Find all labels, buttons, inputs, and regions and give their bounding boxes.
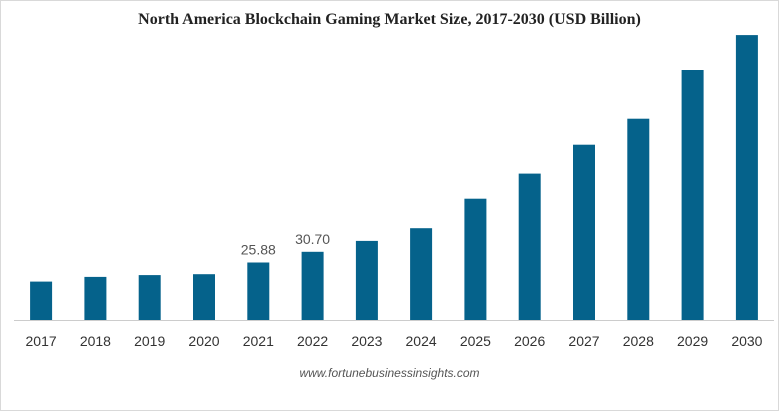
bar-2030 [735,35,758,320]
x-tick-label-2025: 2025 [460,333,491,349]
bar-2027 [573,144,595,320]
x-tick-label-2021: 2021 [243,333,274,349]
x-tick-label-2017: 2017 [26,333,57,349]
bar-2023 [355,240,378,320]
x-tick-label-2027: 2027 [568,333,599,349]
x-tick-label-2028: 2028 [623,333,654,349]
x-tick-label-2026: 2026 [514,333,545,349]
bar-2026 [518,173,541,320]
bar-2020 [193,274,215,320]
data-label-2021: 25.88 [241,242,276,258]
bar-2028 [627,118,650,320]
x-tick-label-2022: 2022 [297,333,328,349]
x-tick-label-2023: 2023 [351,333,382,349]
bar-2022 [301,251,324,320]
x-tick-label-2024: 2024 [406,333,437,349]
x-tick-label-2029: 2029 [677,333,708,349]
data-label-2022: 30.70 [295,231,330,247]
bar-2017 [30,281,53,320]
bar-2024 [410,228,433,320]
bar-2019 [138,275,161,320]
bar-2018 [84,276,107,320]
x-tick-label-2019: 2019 [134,333,165,349]
x-tick-label-2020: 2020 [188,333,219,349]
bar-2029 [681,70,704,320]
chart-title: North America Blockchain Gaming Market S… [138,11,641,28]
bar-2025 [464,198,487,320]
source-label: www.fortunebusinessinsights.com [299,366,480,380]
bar-2021 [247,262,270,320]
x-tick-label-2018: 2018 [80,333,111,349]
x-tick-label-2030: 2030 [731,333,762,349]
